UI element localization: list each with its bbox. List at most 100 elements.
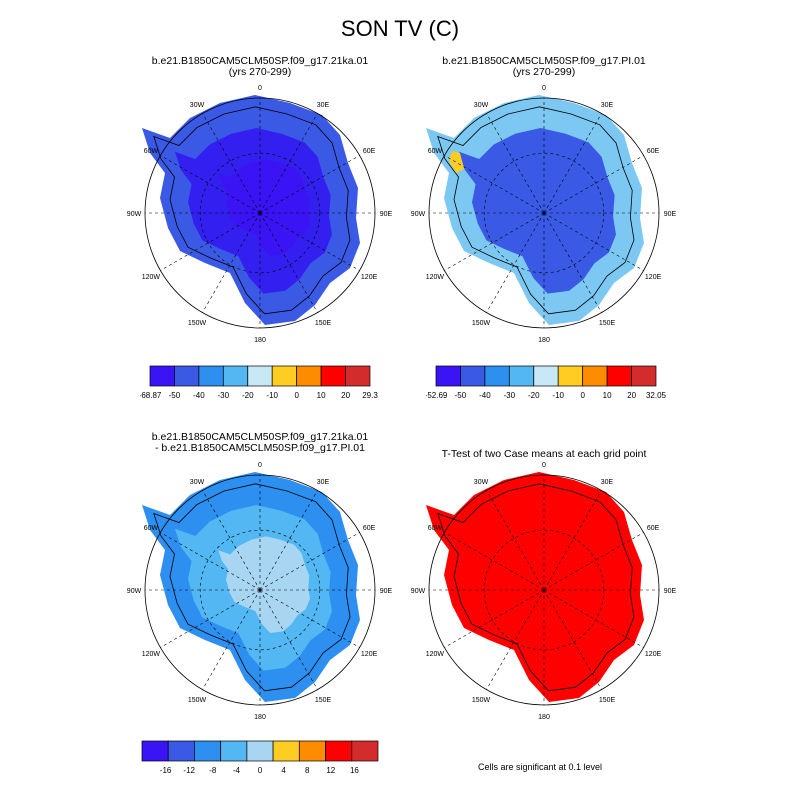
colorbar-tick-label: -8 [209, 766, 217, 775]
meridian-line [543, 589, 602, 690]
warm-patch [449, 151, 464, 173]
colorbar-box [141, 740, 169, 762]
longitude-label: 120E [645, 651, 662, 658]
colorbar-tick-label: 4 [281, 766, 286, 775]
panel-title-line: (yrs 270-299) [228, 66, 292, 78]
longitude-label: 150E [599, 320, 616, 327]
longitude-label: 120E [645, 274, 662, 281]
colorbar-tick-label: 12 [326, 766, 335, 775]
longitude-label: 120W [142, 274, 161, 281]
longitude-label: 150W [472, 697, 491, 704]
meridian-line [259, 490, 318, 591]
meridian-line [202, 212, 261, 313]
colorbar-box [557, 365, 583, 387]
longitude-label: 90W [127, 211, 142, 218]
longitude-label: 120E [361, 651, 378, 658]
meridian-line [543, 113, 602, 214]
longitude-label: 90E [664, 211, 677, 218]
longitude-label: 120W [426, 274, 445, 281]
meridian-line [486, 113, 545, 214]
meridian-line [543, 212, 644, 271]
meridian-line [486, 490, 545, 591]
colorbar-tick-label: -4 [233, 766, 241, 775]
latitude-circle [483, 529, 605, 651]
coastline [153, 106, 351, 315]
colorbar-tick-label: 32.05 [646, 391, 666, 400]
polar-map-case2: 0 30E 60E 90E 120E 150E 180 150W 120W 90W 60W 30W [411, 85, 677, 344]
longitude-label: 150W [472, 320, 491, 327]
colorbar-tick-label: -50 [169, 391, 181, 400]
longitude-label: 0 [542, 462, 546, 469]
colorbar-tick-label: 16 [350, 766, 359, 775]
longitude-label: 0 [258, 462, 262, 469]
colorbar-tick-label: -68.87 [140, 391, 162, 400]
longitude-label: 0 [542, 85, 546, 92]
colorbar-difference: -16 -12 -8 -4 0 4 8 12 16 [141, 740, 379, 775]
plateau-fill [502, 536, 594, 633]
colorbar-box [345, 365, 371, 387]
meridian-line [543, 490, 602, 591]
longitude-label: 30E [317, 479, 330, 486]
longitude-label: 120E [361, 274, 378, 281]
colorbar-box [220, 740, 248, 762]
longitude-label: 30W [190, 479, 205, 486]
colorbar-tick-label: -12 [183, 766, 195, 775]
longitude-label: 120W [142, 651, 161, 658]
longitude-label: 60W [144, 525, 159, 532]
colorbar-tick-label: 8 [305, 766, 310, 775]
coastline [437, 106, 635, 315]
longitude-label: 30E [317, 102, 330, 109]
colorbar-tick-label: 0 [294, 391, 299, 400]
panel-title-line: b.e21.B1850CAM5CLM50SP.f09_g17.21ka.01 [151, 431, 369, 443]
longitude-label: 90E [664, 588, 677, 595]
panel-title-line: b.e21.B1850CAM5CLM50SP.f09_g17.21ka.01 [151, 55, 369, 67]
longitude-label: 30W [474, 479, 489, 486]
meridian-line [259, 532, 360, 591]
polar-map-ttest: 0 30E 60E 90E 120E 150E 180 150W 120W 90W 60W 30W [411, 462, 677, 721]
panel-title-line: - b.e21.B1850CAM5CLM50SP.f09_g17.PI.01 [155, 442, 365, 454]
colorbar-box [351, 740, 379, 762]
meridian-line [543, 589, 644, 648]
colorbar-box [484, 365, 510, 387]
colorbar-box [198, 365, 224, 387]
colorbar-box [194, 740, 221, 762]
meridian-line [444, 532, 545, 591]
longitude-label: 60W [428, 148, 443, 155]
longitude-label: 60E [647, 525, 660, 532]
colorbar-tick-label: 0 [258, 766, 263, 775]
longitude-label: 90E [380, 588, 393, 595]
colorbar-tick-label: -40 [479, 391, 491, 400]
meridian-line [259, 155, 360, 214]
colorbar-tick-label: -50 [455, 391, 467, 400]
colorbar-box [298, 740, 326, 762]
meridian-line [259, 113, 318, 214]
meridian-line [543, 532, 644, 591]
panel-title-line: b.e21.B1850CAM5CLM50SP.f09_g17.PI.01 [442, 55, 646, 67]
colorbar-tick-label: 29.3 [362, 391, 378, 400]
latitude-circle [199, 529, 321, 651]
significance-note: Cells are significant at 0.1 level [477, 762, 603, 772]
longitude-label: 180 [538, 337, 550, 344]
colorbar-tick-label: 0 [580, 391, 585, 400]
colorbar-box [167, 740, 195, 762]
coastline [437, 483, 635, 692]
colorbar-box [606, 365, 632, 387]
meridian-line [160, 212, 261, 271]
longitude-label: 150W [188, 320, 207, 327]
plateau-fill [218, 536, 310, 633]
longitude-label: 90W [411, 588, 426, 595]
meridian-line [486, 589, 545, 690]
colorbar-box [460, 365, 486, 387]
longitude-label: 150W [188, 697, 207, 704]
colorbar-tick-label: 10 [603, 391, 612, 400]
longitude-label: 60W [144, 148, 159, 155]
panel-title-line: (yrs 270-299) [512, 66, 576, 78]
longitude-label: 90W [411, 211, 426, 218]
longitude-label: 150E [599, 697, 616, 704]
colorbar-case2: -52.69 -50 -40 -30 -20 -10 0 10 20 32.05 [426, 365, 666, 400]
colorbar-case1: -68.87 -50 -40 -30 -20 -10 0 10 20 29.3 [140, 365, 378, 400]
colorbar-tick-label: -30 [218, 391, 230, 400]
meridian-line [259, 212, 318, 313]
colorbar-tick-label: -20 [528, 391, 540, 400]
panel-title-line: T-Test of two Case means at each grid po… [441, 448, 647, 460]
